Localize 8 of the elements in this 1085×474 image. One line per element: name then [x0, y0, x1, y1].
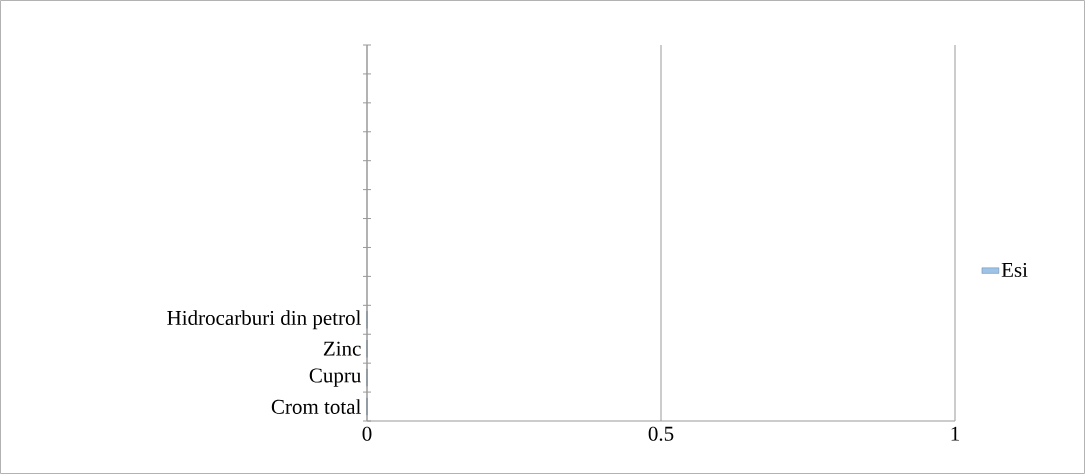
legend-label: Esi [1001, 262, 1028, 278]
x-tick-label: 0 [362, 426, 372, 441]
y-tick-label: Cupru [309, 368, 361, 387]
x-tick-label: 1 [951, 426, 959, 441]
y-tick-label: Hidrocarburi din petrol [167, 310, 361, 330]
y-tick-label: Zinc [323, 341, 361, 356]
x-tick-label: 0.5 [648, 426, 674, 441]
y-tick-label: Crom total [271, 399, 361, 414]
